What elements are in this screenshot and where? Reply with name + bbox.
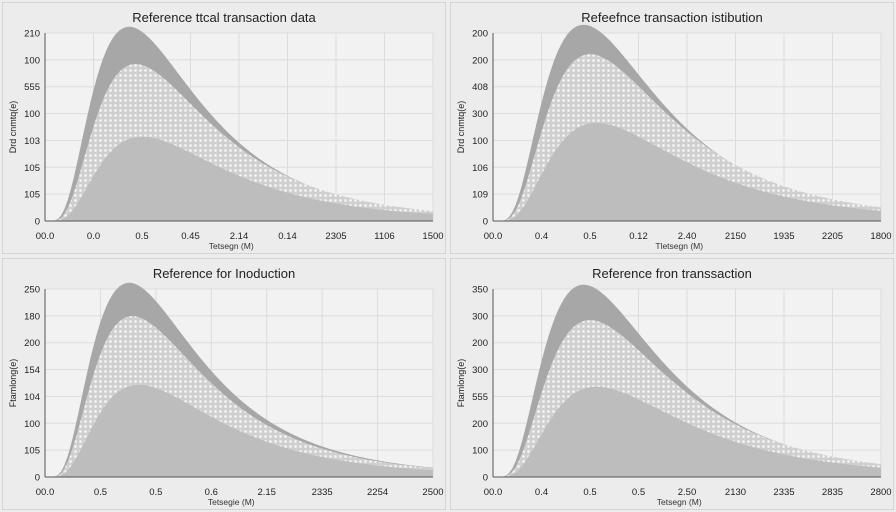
x-tick-label: 1935: [773, 231, 794, 242]
chart-panel-1: 0 105 105 103 100 555 100 210 00.0 0.0 0.5 0.45 2.14…: [2, 2, 446, 254]
x-tick-label: 0.6: [205, 487, 218, 498]
x-tick-label: 0.45: [181, 231, 200, 242]
y-tick-label: 106: [472, 163, 488, 174]
area-series-inner: [45, 136, 433, 221]
x-tick-label: 2.40: [678, 231, 697, 242]
x-tick-label: 2500: [422, 487, 443, 498]
x-tick-label: 2.15: [257, 487, 276, 498]
chart-title-1: Reference ttcal transaction data: [132, 10, 316, 25]
x-tick-label: 2254: [367, 487, 388, 498]
x-tick-label: 00.0: [484, 231, 503, 242]
x-tick-label: 0.0: [87, 231, 100, 242]
x-tick-label: 2335: [312, 487, 333, 498]
chart-2: 0 109 106 100 300 408 200 200 00.0 0.4 0.5 0.12 2.40…: [456, 24, 892, 251]
x-tick-label: 2150: [725, 231, 746, 242]
y-tick-label: 200: [472, 55, 488, 66]
chart-3: 0 105 100 104 154 200 180 250 00.0 0.5 0.5 0.6 2.15 2…: [8, 282, 444, 507]
x-tick-label: 2335: [773, 487, 794, 498]
x-axis-label: Tetsegn (M): [209, 241, 254, 251]
x-tick-label: 0.5: [583, 231, 596, 242]
x-tick-label: 00.0: [36, 487, 55, 498]
y-tick-label: 100: [472, 446, 488, 457]
chart-1: 0 105 105 103 100 555 100 210 00.0 0.0 0.5 0.45 2.14…: [8, 26, 444, 251]
y-tick-label: 555: [24, 82, 40, 93]
x-tick-label: 1500: [422, 231, 443, 242]
chart-panel-2: 0 109 106 100 300 408 200 200 00.0 0.4 0.5 0.12 2.40…: [450, 2, 894, 254]
area-series-inner: [493, 122, 881, 221]
x-tick-label: 2205: [822, 231, 843, 242]
chart-panel-4: 0 100 200 555 300 200 300 350 00.0 0.4 0.5 0.5 2.50 2…: [450, 258, 894, 510]
x-tick-label: 0.12: [629, 231, 648, 242]
x-tick-label: 0.5: [632, 487, 645, 498]
y-tick-label: 154: [24, 365, 40, 376]
x-tick-label: 0.14: [278, 231, 297, 242]
y-tick-label: 103: [24, 136, 40, 147]
y-tick-label: 100: [24, 55, 40, 66]
y-tick-label: 200: [472, 338, 488, 349]
x-tick-label: 0.5: [583, 487, 596, 498]
y-axis-label: Ftamlong(e): [456, 359, 466, 408]
y-tick-label: 200: [472, 419, 488, 430]
chart-4: 0 100 200 555 300 200 300 350 00.0 0.4 0.5 0.5 2.50 2…: [456, 285, 892, 508]
y-tick-label: 105: [24, 190, 40, 201]
x-tick-label: 2305: [325, 231, 346, 242]
y-tick-label: 250: [24, 285, 40, 296]
chart-title-2: Refeefnce transaction istibution: [581, 10, 763, 25]
y-tick-label: 0: [483, 217, 488, 228]
x-tick-label: 2130: [725, 487, 746, 498]
y-tick-label: 200: [472, 29, 488, 40]
y-axis-label: Ftamlong(e): [8, 359, 18, 408]
area-series-inner: [45, 384, 433, 477]
y-tick-label: 408: [472, 82, 488, 93]
y-tick-label: 180: [24, 311, 40, 322]
y-tick-label: 210: [24, 29, 40, 40]
x-tick-label: 2800: [870, 487, 891, 498]
x-tick-label: 1106: [374, 231, 394, 242]
x-tick-label: 00.0: [484, 487, 503, 498]
x-tick-label: 0.4: [535, 231, 548, 242]
x-tick-label: 1800: [870, 231, 891, 242]
y-tick-label: 300: [472, 365, 488, 376]
y-tick-label: 300: [472, 109, 488, 120]
x-tick-label: 0.4: [535, 487, 548, 498]
y-tick-label: 100: [472, 136, 488, 147]
y-tick-label: 100: [24, 109, 40, 120]
x-tick-label: 2.14: [230, 231, 249, 242]
x-tick-label: 0.5: [149, 487, 162, 498]
chart-panel-3: 0 105 100 104 154 200 180 250 00.0 0.5 0.5 0.6 2.15 2…: [2, 258, 446, 510]
y-tick-label: 109: [472, 190, 488, 201]
chart-title-3: Reference for Inoduction: [152, 266, 296, 281]
y-tick-label: 555: [472, 392, 488, 403]
x-tick-label: 00.0: [36, 231, 55, 242]
x-axis-label: Tletsegn (M): [655, 241, 703, 251]
y-tick-label: 300: [472, 311, 488, 322]
x-tick-label: 0.5: [135, 231, 148, 242]
x-tick-label: 2.50: [678, 487, 697, 498]
y-tick-label: 0: [35, 473, 40, 484]
y-axis-label: Drd cnmtq(e): [456, 101, 466, 154]
x-axis-label: Tetsegn (M): [657, 497, 702, 507]
x-tick-label: 0.5: [94, 487, 107, 498]
y-tick-label: 105: [24, 163, 40, 174]
y-tick-label: 350: [472, 285, 488, 296]
chart-title-4: Reference fron transsaction: [592, 266, 752, 281]
y-tick-label: 0: [35, 217, 40, 228]
y-axis-label: Drd cnmtq(e): [8, 101, 18, 154]
x-axis-label: Tetsegie (M): [208, 497, 255, 507]
x-tick-label: 2835: [822, 487, 843, 498]
y-tick-label: 105: [24, 446, 40, 457]
area-series-inner: [493, 386, 881, 477]
y-tick-label: 0: [483, 473, 488, 484]
y-tick-label: 100: [24, 419, 40, 430]
y-tick-label: 104: [24, 392, 40, 403]
y-tick-label: 200: [24, 338, 40, 349]
